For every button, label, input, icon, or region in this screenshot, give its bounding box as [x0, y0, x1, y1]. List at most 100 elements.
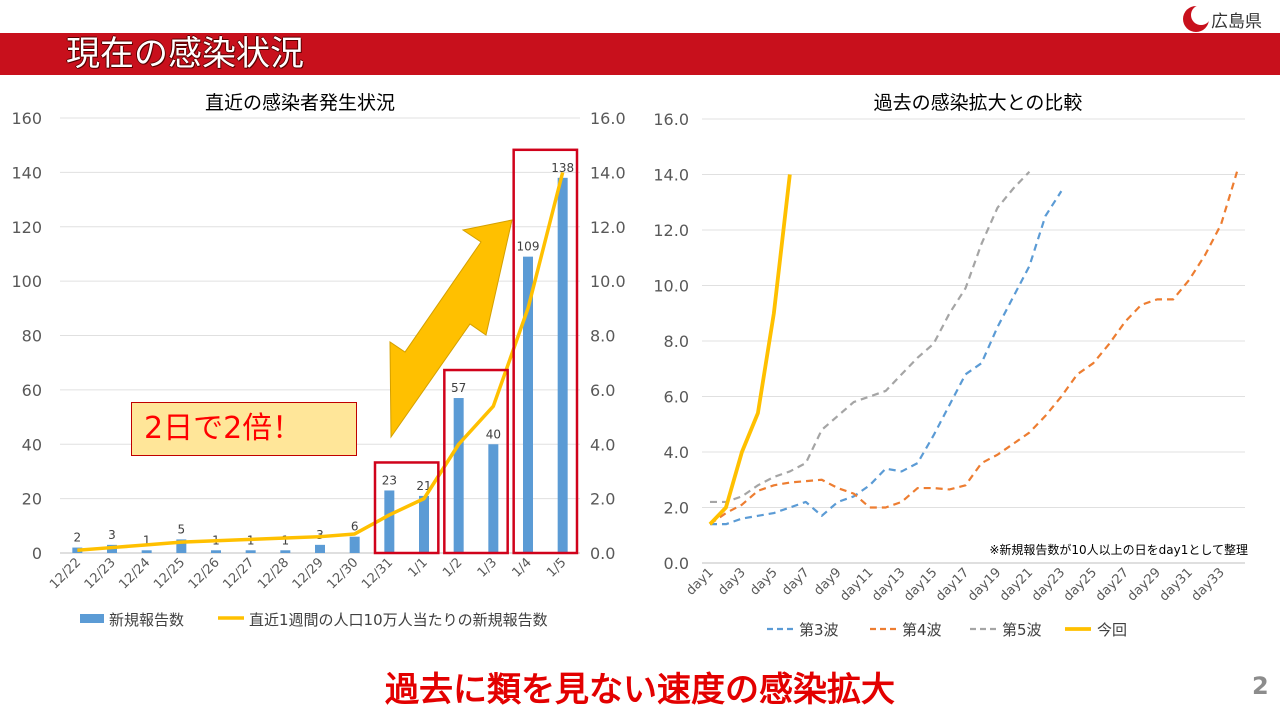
left-chart-title: 直近の感染者発生状況: [205, 92, 395, 114]
wave-comparison-chart: 過去の感染拡大との比較 0.0 2.0 4.0 6.0 8.0 10.0 12.0 14.0 16…: [653, 92, 1248, 639]
x-axis-tick: day21: [997, 565, 1036, 604]
page-number: 2: [1252, 672, 1269, 700]
bar-data-label: 57: [451, 381, 466, 395]
bar-data-label: 1: [143, 533, 151, 547]
bar-data-label: 5: [178, 522, 186, 536]
prefecture-logo-icon: [1183, 5, 1211, 32]
y-axis-tick: 0.0: [664, 554, 689, 573]
x-axis-tick: 12/31: [359, 555, 396, 592]
bar: [141, 550, 152, 553]
y-axis-tick: 16.0: [653, 110, 689, 129]
x-axis-tick: day11: [837, 565, 876, 604]
legend-label: 第4波: [902, 621, 942, 639]
x-axis-tick: 12/24: [116, 555, 153, 592]
legend-label-bars: 新規報告数: [109, 611, 184, 629]
right-axis-tick: 6.0: [590, 381, 615, 400]
right-axis-tick: 12.0: [590, 218, 626, 237]
bar: [176, 539, 187, 553]
left-axis-tick: 80: [22, 327, 42, 346]
bar-data-label: 3: [108, 528, 116, 542]
right-axis-tick: 0.0: [590, 544, 615, 563]
legend-label: 今回: [1097, 621, 1127, 639]
x-axis-tick: 1/4: [509, 555, 534, 580]
left-axis-tick: 120: [11, 218, 42, 237]
right-axis-tick: 16.0: [590, 109, 626, 128]
x-axis-tick: 12/29: [290, 555, 327, 592]
x-axis-tick: day23: [1029, 565, 1068, 604]
bar: [453, 398, 464, 553]
bar: [349, 536, 360, 553]
bar-data-label: 2: [74, 531, 82, 545]
series-line-第3波: [709, 190, 1063, 526]
bar: [523, 256, 533, 553]
series-line-第4波: [709, 171, 1239, 526]
logo-text: 広島県: [1211, 12, 1262, 32]
highlight-box: [512, 148, 579, 555]
x-axis-tick: 1/3: [475, 555, 500, 580]
right-axis-tick: 2.0: [590, 490, 615, 509]
chart-note: ※新規報告数が10人以上の日をday1として整理: [989, 542, 1248, 557]
x-axis-tick: 12/30: [324, 555, 361, 592]
right-axis-tick: 8.0: [590, 327, 615, 346]
x-axis-tick: 12/25: [151, 555, 188, 592]
legend-swatch-bars: [80, 614, 104, 623]
bar: [488, 444, 499, 553]
y-axis-tick: 14.0: [653, 166, 689, 185]
x-axis-tick: day33: [1189, 565, 1228, 604]
y-axis-tick: 4.0: [664, 443, 689, 462]
x-axis-tick: day15: [901, 565, 940, 604]
x-axis-tick: day7: [779, 565, 812, 598]
x-axis-tick: 12/28: [255, 555, 292, 592]
bar: [280, 550, 291, 553]
x-axis-tick: day17: [933, 565, 972, 604]
right-axis-tick: 10.0: [590, 272, 626, 291]
bar-data-label: 6: [351, 520, 359, 534]
x-axis-tick: 12/22: [47, 555, 84, 592]
bar: [419, 495, 429, 553]
x-axis-tick: day19: [965, 565, 1004, 604]
headline: 過去に類を見ない速度の感染拡大: [385, 670, 895, 710]
bar-data-label: 109: [517, 240, 540, 254]
x-axis-tick: 12/27: [220, 555, 257, 592]
bar-data-label: 23: [382, 473, 397, 487]
bar: [211, 550, 221, 553]
left-axis-tick: 160: [11, 109, 42, 128]
bar: [557, 177, 568, 553]
right-axis-tick: 14.0: [590, 163, 626, 182]
y-axis-tick: 8.0: [664, 332, 689, 351]
y-axis-tick: 12.0: [653, 221, 689, 240]
x-axis-tick: day29: [1125, 565, 1164, 604]
x-axis-tick: 12/26: [186, 555, 223, 592]
bar-data-label: 138: [551, 161, 574, 175]
x-axis-tick: 1/5: [544, 555, 569, 580]
y-axis-tick: 2.0: [664, 499, 689, 518]
legend-label-line: 直近1週間の人口10万人当たりの新規報告数: [249, 611, 548, 629]
right-axis-tick: 4.0: [590, 435, 615, 454]
highlight-box: [373, 461, 440, 555]
left-axis-tick: 60: [22, 381, 42, 400]
left-axis-tick: 0: [32, 544, 42, 563]
recent-infections-chart: 直近の感染者発生状況0204060801001201401600.02.04.0…: [11, 92, 626, 629]
series-line-今回: [708, 174, 792, 526]
left-axis-tick: 20: [22, 490, 42, 509]
x-axis-tick: day27: [1093, 565, 1132, 604]
left-axis-tick: 140: [11, 163, 42, 182]
legend-label: 第5波: [1002, 621, 1042, 639]
trend-arrow-icon: [389, 219, 513, 439]
x-axis-tick: day3: [715, 565, 748, 598]
x-axis-tick: day25: [1061, 565, 1100, 604]
series-line-rate: [77, 171, 565, 553]
bar: [315, 544, 325, 553]
highlight-box: [443, 368, 509, 555]
x-axis-tick: 12/23: [82, 555, 119, 592]
bar-data-label: 1: [282, 533, 290, 547]
x-axis-tick: 1/2: [440, 555, 465, 580]
x-axis-tick: day31: [1157, 565, 1196, 604]
x-axis-tick: 1/1: [405, 555, 430, 580]
y-axis-tick: 10.0: [653, 277, 689, 296]
legend-label: 第3波: [799, 621, 839, 639]
title-bar: [0, 33, 1280, 75]
left-axis-tick: 40: [22, 435, 42, 454]
left-axis-tick: 100: [11, 272, 42, 291]
bar-data-label: 40: [486, 427, 501, 441]
